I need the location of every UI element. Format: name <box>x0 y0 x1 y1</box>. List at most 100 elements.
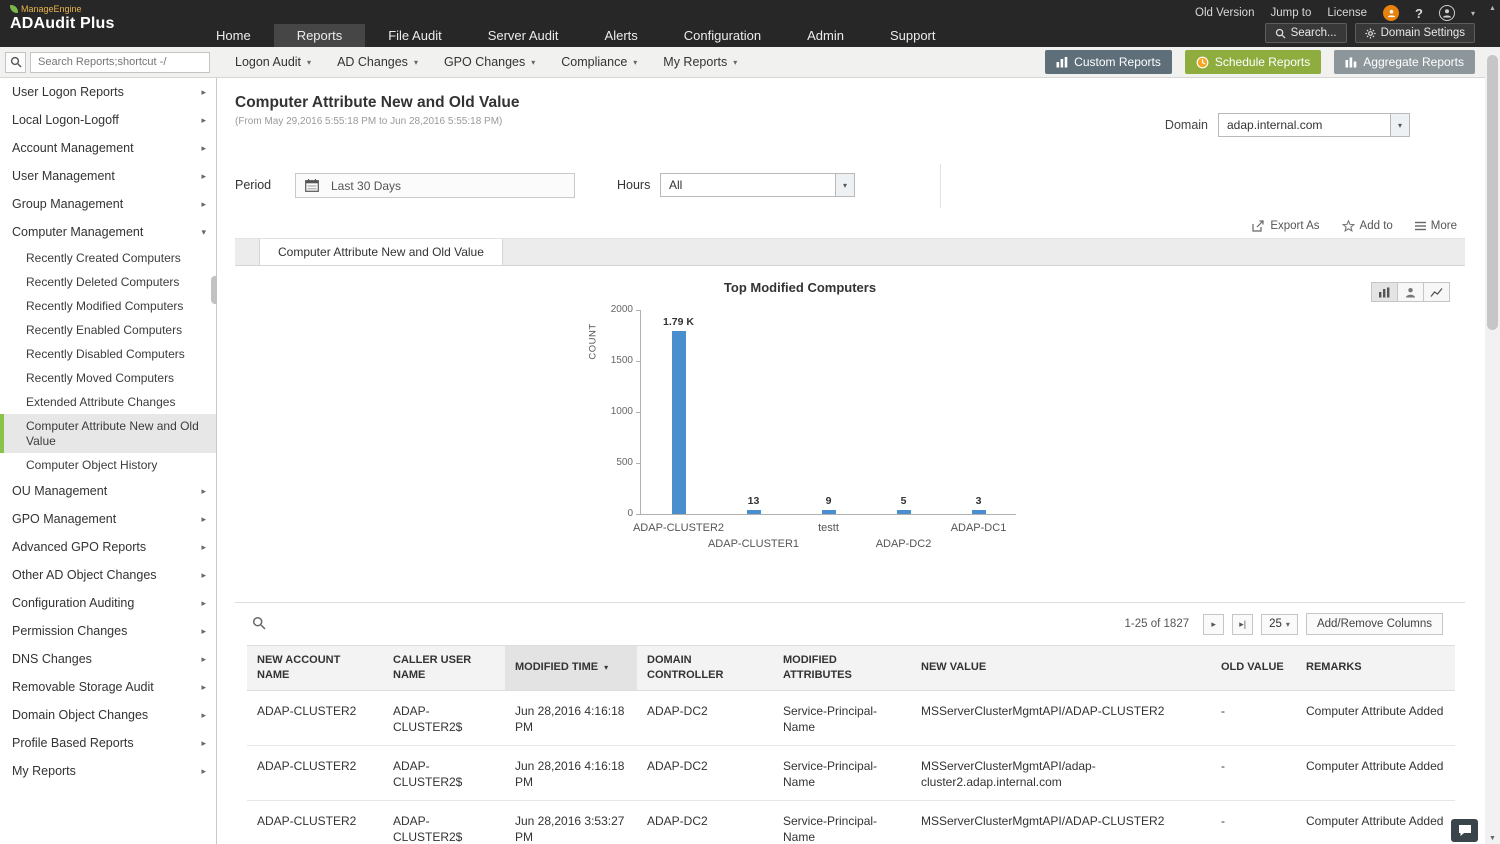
next-page-button[interactable]: ▸ <box>1203 613 1225 635</box>
utility-link[interactable]: Old Version <box>1195 7 1255 19</box>
sidebar-item-label: Other AD Object Changes <box>12 568 157 582</box>
sidebar-item[interactable]: Other AD Object Changes ▸ <box>0 561 216 589</box>
table-search-button[interactable] <box>252 616 266 633</box>
sidebar-subitem[interactable]: Computer Attribute New and Old Value <box>0 414 216 453</box>
report-menu[interactable]: My Reports ▾ <box>663 55 738 69</box>
chart-bar[interactable] <box>821 510 836 514</box>
column-header-old-value[interactable]: OLD VALUE <box>1211 645 1296 691</box>
more-button[interactable]: More <box>1414 220 1457 232</box>
sidebar-item[interactable]: Advanced GPO Reports ▸ <box>0 533 216 561</box>
sidebar-item[interactable]: GPO Management ▸ <box>0 505 216 533</box>
gear-icon <box>1365 27 1376 39</box>
sidebar-subitem[interactable]: Computer Object History <box>0 453 216 477</box>
sidebar-item[interactable]: My Reports ▸ <box>0 757 216 785</box>
schedule-reports-button[interactable]: Schedule Reports <box>1184 50 1322 74</box>
line-chart-toggle-button[interactable] <box>1423 282 1450 302</box>
chevron-icon: ▸ <box>201 569 206 580</box>
chart-bar[interactable] <box>746 510 761 514</box>
table-row[interactable]: ADAP-CLUSTER2 ADAP-CLUSTER2$ Jun 28,2016… <box>247 745 1455 801</box>
chart-title: Top Modified Computers <box>723 280 877 295</box>
period-field[interactable]: Last 30 Days <box>295 173 575 198</box>
report-search-input[interactable] <box>30 51 210 73</box>
column-header-modified-attributes[interactable]: MODIFIED ATTRIBUTES <box>773 645 911 691</box>
user-chart-toggle-button[interactable] <box>1397 282 1424 302</box>
global-search-button[interactable]: Search... <box>1264 23 1347 43</box>
sidebar-subitem[interactable]: Recently Modified Computers <box>0 294 216 318</box>
bar-chart-toggle-button[interactable] <box>1371 282 1398 302</box>
nav-item[interactable]: File Audit <box>388 28 442 43</box>
last-page-button[interactable]: ▸| <box>1232 613 1254 635</box>
report-menu[interactable]: Compliance ▾ <box>561 55 638 69</box>
hours-label: Hours <box>617 178 651 192</box>
sidebar-collapse-handle[interactable] <box>211 276 217 304</box>
sidebar-search-button[interactable] <box>5 51 26 73</box>
page-scrollbar[interactable]: ▲ ▼ <box>1485 0 1500 844</box>
nav-item[interactable]: Reports <box>273 24 366 47</box>
sidebar-item[interactable]: Domain Object Changes ▸ <box>0 701 216 729</box>
sidebar-item[interactable]: Configuration Auditing ▸ <box>0 589 216 617</box>
user-avatar[interactable] <box>1438 5 1455 21</box>
chevron-icon: ▸ <box>201 114 206 125</box>
nav-item[interactable]: Admin <box>807 28 844 43</box>
table-toolbar: 1-25 of 1827 ▸ ▸| 25 ▾ Add/Remove Column… <box>247 603 1455 645</box>
column-header-domain-controller[interactable]: DOMAIN CONTROLLER <box>637 645 773 691</box>
table-row[interactable]: ADAP-CLUSTER2 ADAP-CLUSTER2$ Jun 28,2016… <box>247 800 1455 844</box>
nav-item[interactable]: Alerts <box>604 28 638 43</box>
community-icon[interactable] <box>1383 5 1400 21</box>
chart-bar[interactable] <box>896 510 911 514</box>
report-menu[interactable]: AD Changes ▾ <box>337 55 418 69</box>
column-header-modified-time[interactable]: MODIFIED TIME ▾ <box>505 645 637 691</box>
domain-select[interactable]: adap.internal.com ▾ <box>1218 113 1410 137</box>
sidebar-item[interactable]: Removable Storage Audit ▸ <box>0 673 216 701</box>
nav-item[interactable]: Home <box>216 28 251 43</box>
nav-item[interactable]: Support <box>889 28 936 43</box>
export-as-button[interactable]: Export As <box>1252 220 1320 232</box>
bar-chart-icon <box>1379 287 1390 297</box>
utility-link[interactable]: License <box>1327 7 1368 19</box>
help-icon[interactable]: ? <box>1415 5 1423 21</box>
sidebar-item[interactable]: User Management ▸ <box>0 162 216 190</box>
domain-settings-button[interactable]: Domain Settings <box>1354 23 1475 43</box>
sidebar-subitem[interactable]: Recently Disabled Computers <box>0 342 216 366</box>
scroll-up-icon[interactable]: ▲ <box>1485 0 1500 47</box>
add-to-button[interactable]: Add to <box>1341 220 1393 232</box>
custom-reports-button[interactable]: Custom Reports <box>1045 50 1172 74</box>
aggregate-reports-button[interactable]: Aggregate Reports <box>1334 50 1475 74</box>
sidebar-item[interactable]: DNS Changes ▸ <box>0 645 216 673</box>
cell-new-value: MSServerClusterMgmtAPI/adap-cluster2.ada… <box>911 745 1211 801</box>
sidebar-item[interactable]: User Logon Reports ▸ <box>0 78 216 106</box>
sidebar-item[interactable]: Group Management ▸ <box>0 190 216 218</box>
sidebar-subitem[interactable]: Recently Deleted Computers <box>0 270 216 294</box>
sidebar-subitem[interactable]: Extended Attribute Changes <box>0 390 216 414</box>
utility-link[interactable]: Jump to <box>1270 7 1312 19</box>
nav-item[interactable]: Server Audit <box>487 28 559 43</box>
report-menu[interactable]: GPO Changes ▾ <box>443 55 536 69</box>
sidebar-subitem-label: Recently Deleted Computers <box>26 275 180 289</box>
column-header-caller-user-name[interactable]: CALLER USER NAME <box>383 645 505 691</box>
sidebar-item[interactable]: OU Management ▸ <box>0 477 216 505</box>
report-menu[interactable]: Logon Audit ▾ <box>235 55 312 69</box>
table-row[interactable]: ADAP-CLUSTER2 ADAP-CLUSTER2$ Jun 28,2016… <box>247 690 1455 746</box>
sidebar-item[interactable]: Local Logon-Logoff ▸ <box>0 106 216 134</box>
hours-select[interactable]: All ▾ <box>660 173 855 197</box>
sidebar-subitem[interactable]: Recently Enabled Computers <box>0 318 216 342</box>
scrollbar-thumb[interactable] <box>1487 55 1498 330</box>
nav-item[interactable]: Configuration <box>683 28 762 43</box>
report-tab[interactable]: Computer Attribute New and Old Value <box>259 239 503 265</box>
chevron-down-icon[interactable]: ▾ <box>1470 8 1475 18</box>
sidebar-item[interactable]: Profile Based Reports ▸ <box>0 729 216 757</box>
sidebar-item[interactable]: Computer Management ▾ <box>0 218 216 246</box>
column-header-remarks[interactable]: REMARKS <box>1296 645 1455 691</box>
scroll-down-icon[interactable]: ▼ <box>1489 835 1496 842</box>
page-size-select[interactable]: 25 ▾ <box>1261 613 1298 635</box>
column-header-new-value[interactable]: NEW VALUE <box>911 645 1211 691</box>
add-remove-columns-button[interactable]: Add/Remove Columns <box>1305 613 1443 635</box>
sidebar-subitem[interactable]: Recently Moved Computers <box>0 366 216 390</box>
chart-bar[interactable] <box>971 510 986 514</box>
sidebar-item[interactable]: Permission Changes ▸ <box>0 617 216 645</box>
column-header-new-account-name[interactable]: NEW ACCOUNT NAME <box>247 645 383 691</box>
feedback-button[interactable] <box>1451 819 1478 842</box>
sidebar-subitem[interactable]: Recently Created Computers <box>0 246 216 270</box>
chart-bar[interactable] <box>671 331 686 514</box>
sidebar-item[interactable]: Account Management ▸ <box>0 134 216 162</box>
